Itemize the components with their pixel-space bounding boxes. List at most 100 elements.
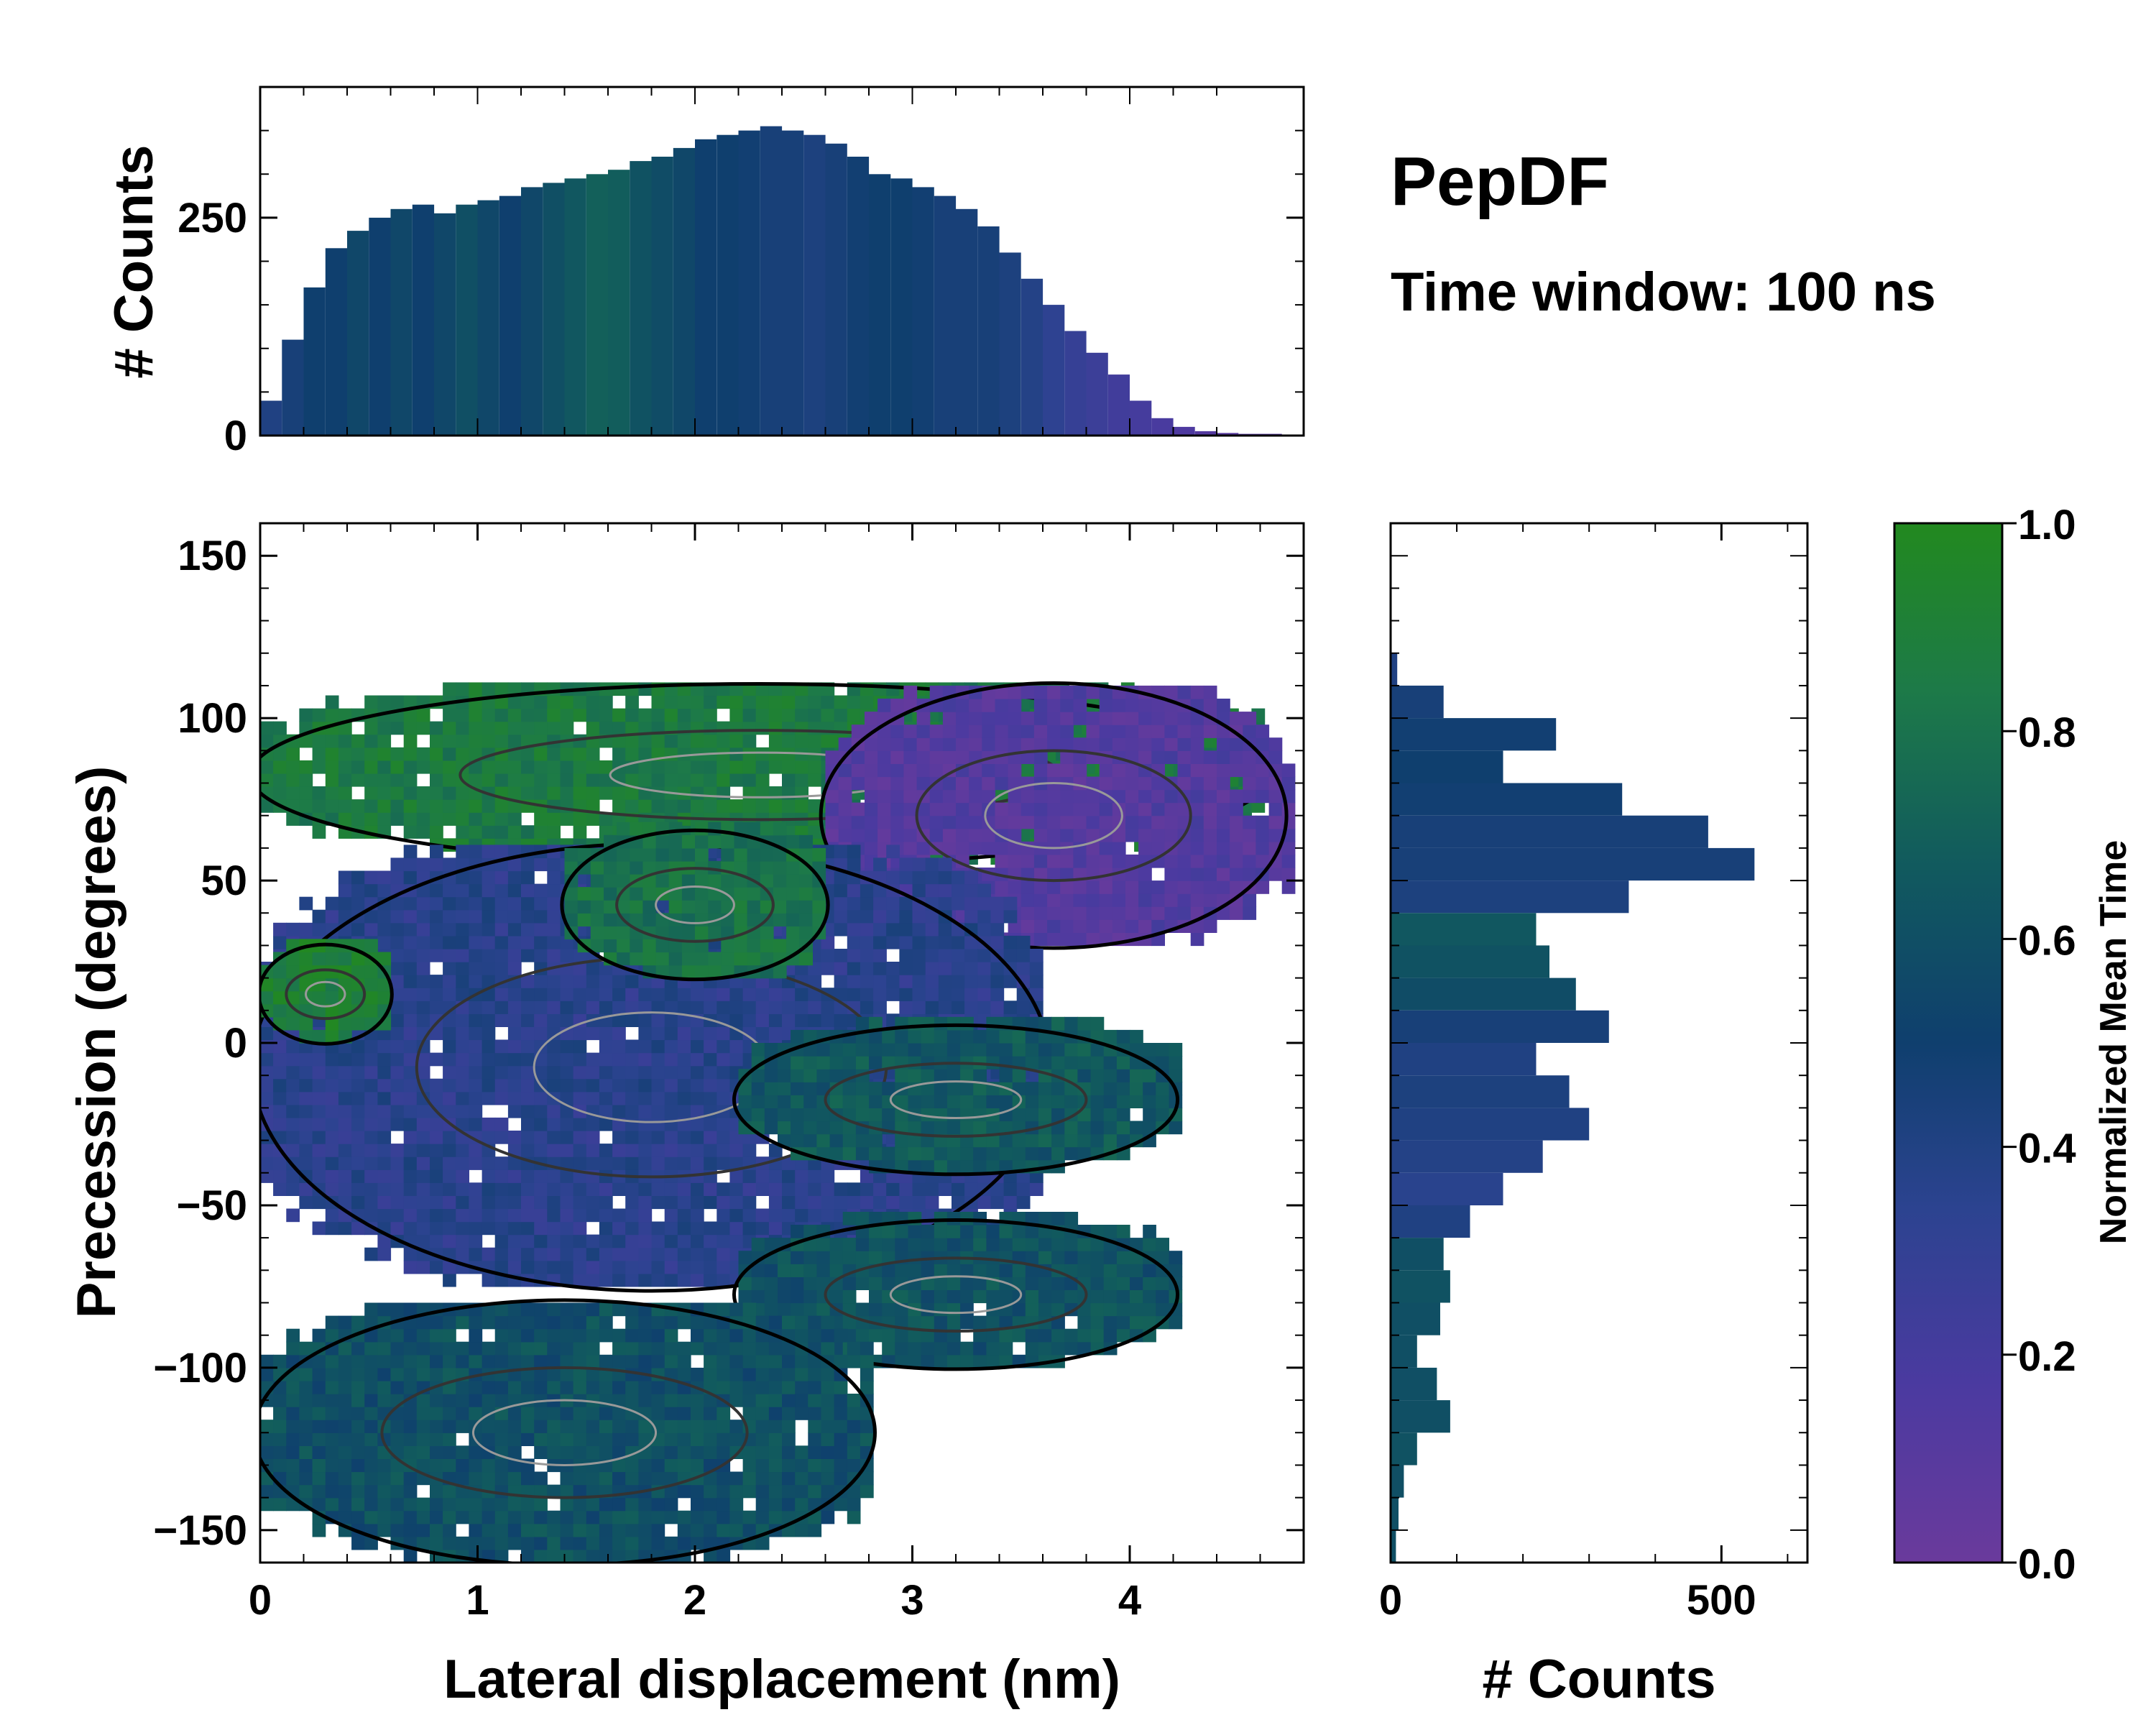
heatmap-cell bbox=[286, 1016, 300, 1031]
heatmap-cell bbox=[695, 900, 709, 914]
heatmap-cell bbox=[299, 734, 313, 748]
heatmap-cell bbox=[1138, 828, 1152, 842]
heatmap-cell bbox=[312, 909, 326, 924]
heatmap-cell bbox=[443, 1420, 456, 1433]
heatmap-cell bbox=[1033, 789, 1048, 804]
heatmap-cell bbox=[617, 822, 630, 836]
heatmap-cell bbox=[842, 1276, 857, 1290]
heatmap-cell bbox=[377, 978, 392, 992]
heatmap-cell bbox=[625, 1381, 639, 1394]
heatmap-cell bbox=[625, 1039, 639, 1054]
heatmap-cell bbox=[829, 1238, 844, 1251]
heatmap-cell bbox=[842, 1251, 857, 1264]
heatmap-cell bbox=[838, 737, 852, 751]
heatmap-cell bbox=[1047, 802, 1061, 816]
heatmap-cell bbox=[338, 978, 352, 992]
heatmap-cell bbox=[873, 975, 887, 988]
heatmap-cell bbox=[325, 1407, 339, 1420]
heatmap-cell bbox=[773, 965, 787, 979]
heatmap-cell bbox=[847, 1182, 861, 1196]
heatmap-cell bbox=[416, 1536, 430, 1550]
heatmap-cell bbox=[664, 1182, 678, 1196]
heatmap-cell bbox=[1230, 789, 1243, 804]
heatmap-cell bbox=[1151, 763, 1165, 778]
heatmap-cell bbox=[816, 1108, 831, 1122]
heatmap-cell bbox=[456, 1221, 469, 1236]
heatmap-cell bbox=[825, 802, 839, 816]
heatmap-cell bbox=[1003, 909, 1018, 924]
heatmap-cell bbox=[625, 1523, 639, 1537]
heatmap-cell bbox=[586, 773, 600, 787]
heatmap-cell bbox=[599, 695, 613, 709]
heatmap-cell bbox=[938, 975, 952, 988]
heatmap-cell bbox=[890, 699, 905, 712]
heatmap-cell bbox=[612, 1065, 626, 1080]
heatmap-cell bbox=[1086, 841, 1100, 855]
heatmap-cell bbox=[851, 776, 865, 791]
heatmap-cell bbox=[612, 747, 626, 761]
heatmap-cell bbox=[573, 695, 587, 709]
heatmap-cell bbox=[482, 1458, 496, 1473]
heatmap-cell bbox=[534, 721, 548, 735]
heatmap-cell bbox=[560, 1523, 574, 1537]
heatmap-cell bbox=[912, 975, 926, 988]
heatmap-cell bbox=[895, 1043, 909, 1057]
heatmap-cell bbox=[430, 1315, 443, 1330]
heatmap-cell bbox=[416, 1131, 430, 1144]
heatmap-cell bbox=[612, 786, 626, 800]
heatmap-cell bbox=[364, 1003, 378, 1018]
heatmap-cell bbox=[764, 1095, 778, 1108]
heatmap-cell bbox=[1151, 712, 1165, 725]
heatmap-cell bbox=[1151, 699, 1165, 712]
heatmap-cell bbox=[638, 1497, 653, 1512]
heatmap-cell bbox=[364, 1131, 378, 1144]
heatmap-cell bbox=[1064, 1043, 1079, 1057]
heatmap-cell bbox=[1190, 712, 1204, 725]
heatmap-cell bbox=[273, 965, 287, 979]
heatmap-cell bbox=[590, 926, 604, 939]
top-histogram-bar bbox=[934, 196, 957, 436]
heatmap-cell bbox=[999, 1328, 1013, 1343]
heatmap-cell bbox=[681, 952, 696, 966]
heatmap-cell bbox=[377, 1182, 392, 1196]
heatmap-cluster bbox=[732, 1016, 1183, 1177]
heatmap-cell bbox=[755, 1013, 770, 1027]
heatmap-cell bbox=[1256, 880, 1270, 894]
heatmap-cell bbox=[642, 913, 657, 926]
heatmap-cell bbox=[999, 1095, 1013, 1108]
heatmap-cell bbox=[908, 1251, 922, 1264]
heatmap-cell bbox=[586, 1026, 600, 1041]
heatmap-cell bbox=[286, 965, 300, 979]
heatmap-cell bbox=[390, 1104, 405, 1118]
heatmap-cell bbox=[1090, 1069, 1105, 1082]
heatmap-cell bbox=[873, 1182, 887, 1196]
heatmap-cell bbox=[456, 909, 469, 924]
heatmap-cell bbox=[299, 1367, 313, 1381]
heatmap-cell bbox=[625, 1497, 639, 1512]
heatmap-cell bbox=[829, 1264, 844, 1277]
heatmap-cell bbox=[416, 1169, 430, 1183]
heatmap-cell bbox=[416, 949, 430, 962]
heatmap-cell bbox=[977, 922, 991, 937]
heatmap-cell bbox=[999, 1146, 1013, 1161]
heatmap-cell bbox=[1177, 841, 1192, 855]
heatmap-cell bbox=[934, 1341, 948, 1356]
heatmap-cell bbox=[704, 1078, 717, 1092]
heatmap-cell bbox=[273, 1407, 287, 1420]
heatmap-cell bbox=[416, 883, 430, 898]
heatmap-cell bbox=[403, 1367, 418, 1381]
heatmap-cell bbox=[469, 949, 483, 962]
heatmap-cell bbox=[390, 1302, 405, 1317]
top-histogram-bar bbox=[977, 226, 1000, 436]
heatmap-cell bbox=[764, 1264, 778, 1277]
heatmap-cell bbox=[638, 1341, 653, 1356]
heatmap-cell bbox=[999, 1341, 1013, 1356]
heatmap-cell bbox=[638, 721, 653, 735]
heatmap-cell bbox=[573, 1000, 587, 1014]
heatmap-cell bbox=[847, 949, 861, 962]
heatmap-cell bbox=[942, 789, 957, 804]
heatmap-cell bbox=[430, 1354, 443, 1368]
heatmap-cell bbox=[956, 750, 969, 764]
heatmap-cell bbox=[773, 913, 787, 926]
heatmap-cell bbox=[599, 1273, 613, 1287]
